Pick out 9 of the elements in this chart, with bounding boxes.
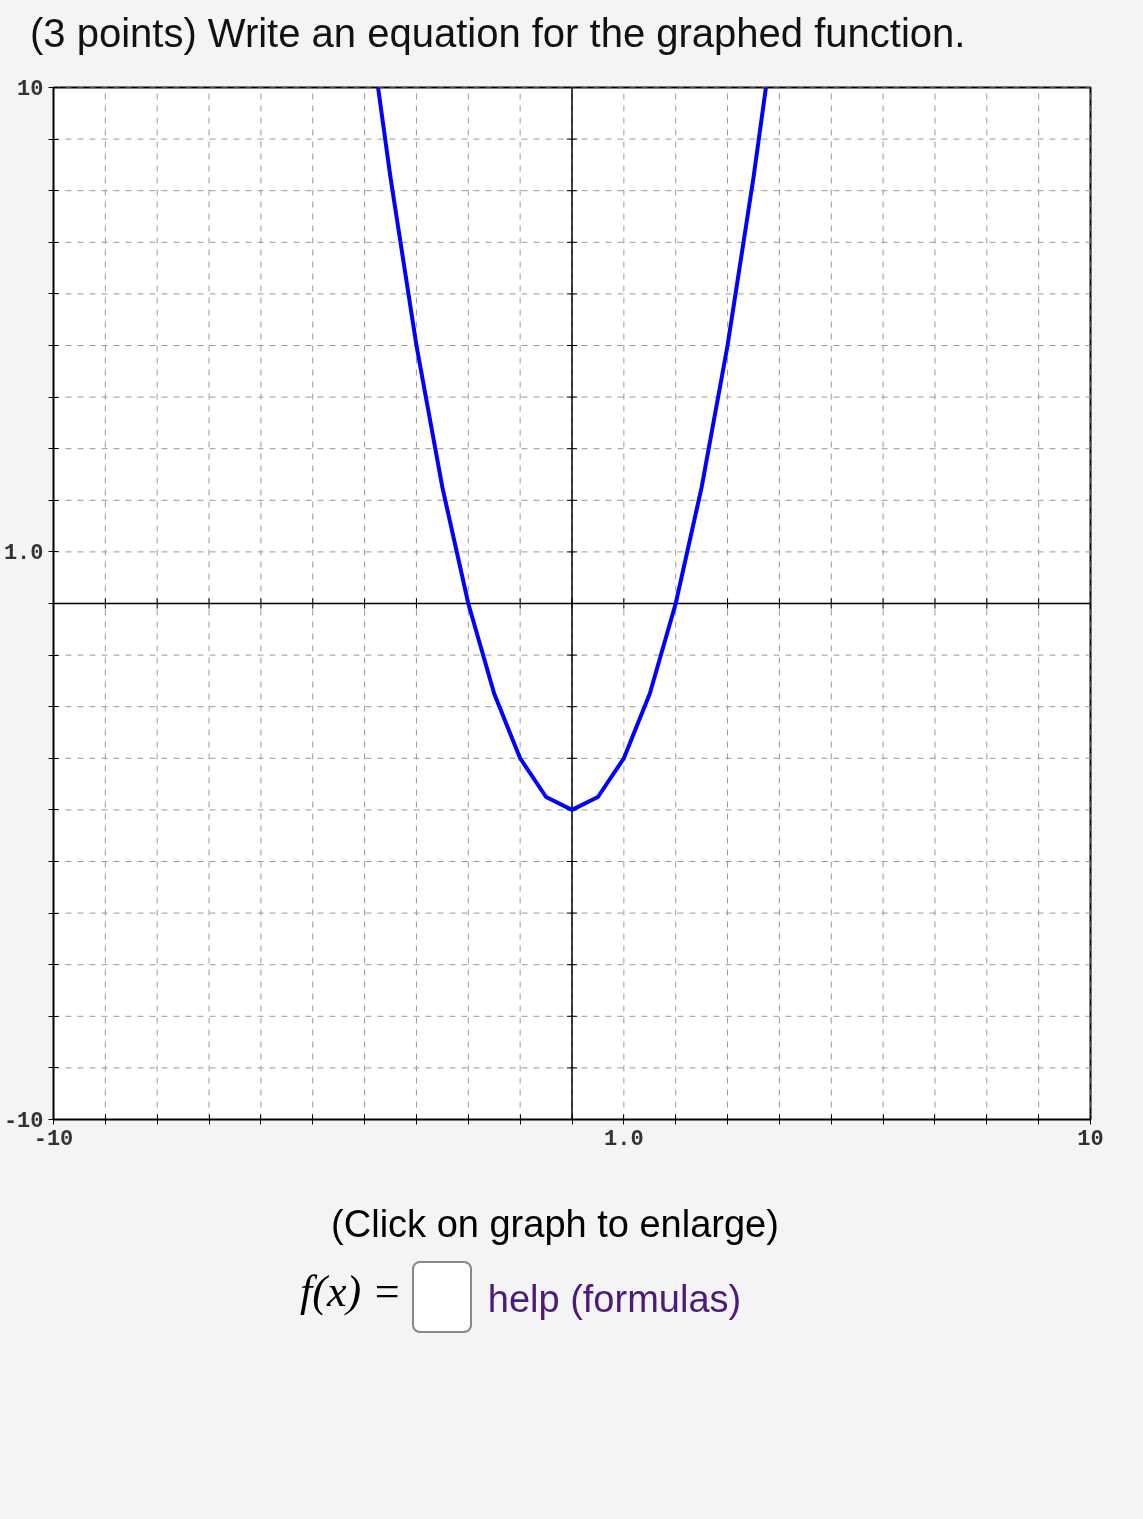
x-tick-label: 1.0	[604, 1126, 644, 1152]
text: (Click on graph to enlarge)	[331, 1202, 779, 1248]
y-tick-label: 10	[17, 77, 44, 103]
y-tick-label: 1.0	[3, 541, 44, 567]
line-series	[376, 87, 768, 813]
text: f(x) =	[300, 1266, 402, 1319]
text: help (formulas)	[487, 1277, 742, 1323]
x-tick-label: 10	[1077, 1126, 1104, 1152]
chart-title: (3 points) Write an equation for the graphed function.	[30, 10, 966, 57]
